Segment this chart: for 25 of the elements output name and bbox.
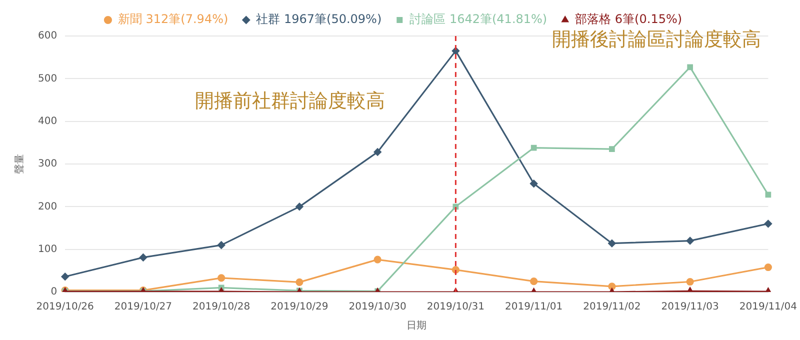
x-tick-label: 2019/10/27 bbox=[114, 302, 172, 313]
x-tick-label: 2019/10/28 bbox=[192, 302, 250, 313]
y-tick-label: 100 bbox=[38, 244, 58, 255]
x-axis-title: 日期 bbox=[406, 320, 427, 332]
y-axis-title: 聲量 bbox=[14, 154, 26, 174]
y-tick-label: 300 bbox=[38, 158, 58, 170]
x-tick-label: 2019/10/26 bbox=[36, 302, 94, 313]
x-tick-label: 2019/10/30 bbox=[348, 302, 406, 313]
x-tick-label: 2019/10/29 bbox=[270, 302, 328, 313]
x-tick-label: 2019/11/03 bbox=[661, 302, 719, 313]
annotation: 開播後討論區討論度較高 bbox=[552, 28, 762, 50]
legend-label: 新聞 312筆(7.94%) bbox=[118, 12, 228, 26]
y-tick-label: 500 bbox=[38, 73, 58, 84]
legend-label: 部落格 6筆(0.15%) bbox=[575, 12, 682, 26]
y-tick-label: 400 bbox=[38, 116, 58, 127]
y-tick-label: 600 bbox=[38, 30, 58, 42]
y-tick-label: 0 bbox=[50, 286, 58, 298]
x-tick-label: 2019/11/02 bbox=[583, 302, 641, 313]
x-tick-label: 2019/11/01 bbox=[504, 302, 563, 313]
x-tick-label: 2019/10/31 bbox=[426, 302, 485, 313]
x-tick-label: 2019/11/04 bbox=[739, 302, 797, 313]
annotation: 開播前社群討論度較高 bbox=[195, 90, 386, 112]
legend-label: 社群 1967筆(50.09%) bbox=[256, 12, 382, 26]
legend-label: 討論區 1642筆(41.81%) bbox=[410, 12, 548, 26]
y-tick-label: 200 bbox=[38, 201, 58, 212]
